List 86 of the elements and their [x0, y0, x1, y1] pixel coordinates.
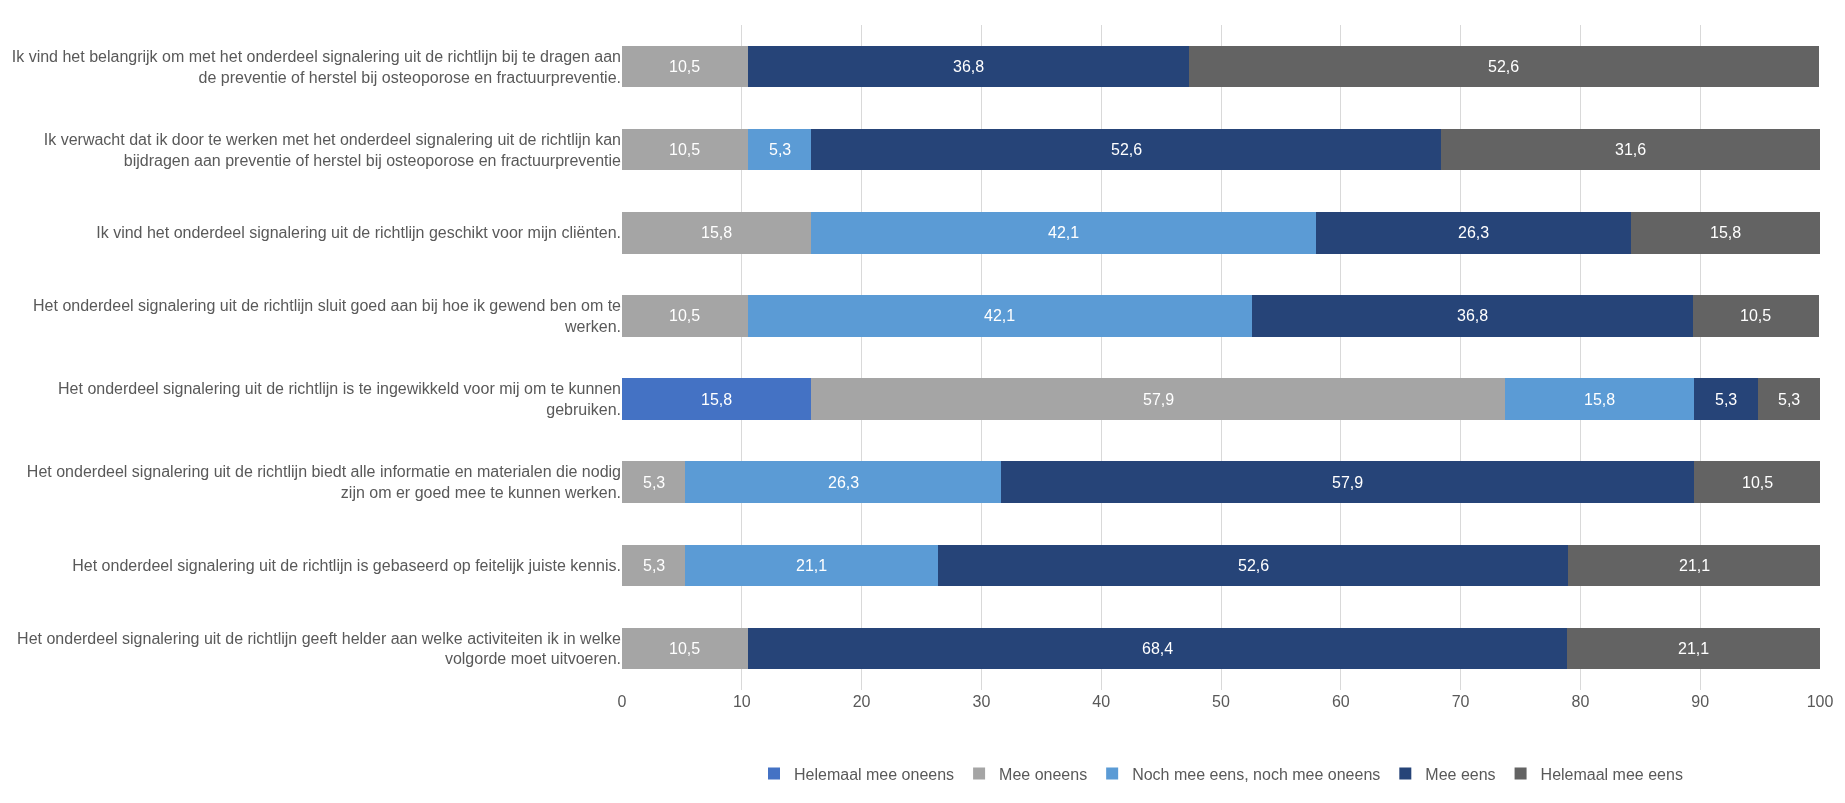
- bar: [1693, 295, 1819, 337]
- data-label: 5,3: [1778, 391, 1801, 408]
- x-tick-label: 30: [972, 693, 991, 710]
- bar: [938, 544, 1569, 587]
- data-label: 26,3: [1458, 224, 1490, 241]
- data-label: 52,6: [1488, 58, 1520, 75]
- data-label: 26,3: [828, 474, 860, 491]
- bar: [747, 45, 1189, 88]
- bar: [622, 627, 748, 670]
- bar: [1188, 45, 1819, 88]
- legend-label: Helemaal mee oneens: [794, 765, 955, 783]
- bar: [622, 544, 686, 587]
- x-tick-label: 40: [1092, 693, 1111, 710]
- data-label: 21,1: [796, 557, 828, 574]
- bar: [1630, 212, 1820, 254]
- y-tick-label: Ik verwacht dat ik door te werken met het onderdeel signalering uit de richtlijn kan bijdragen aan preventie of herstel bij osteoporose en fractuurpreventie: [43, 130, 622, 169]
- data-label: 57,9: [1143, 391, 1175, 408]
- bar: [685, 544, 939, 587]
- bar: [622, 212, 812, 254]
- y-tick-label: Het onderdeel signalering uit de richtlijn sluit goed aan bij hoe ik gewend ben om te werken.: [33, 297, 622, 335]
- bar: [622, 128, 748, 171]
- data-label: 10,5: [669, 58, 701, 75]
- data-label: 52,6: [1238, 557, 1270, 574]
- y-tick-label: Het onderdeel signalering uit de richtlijn is te ingewikkeld voor mij om te kunnen gebruiken.: [58, 380, 621, 419]
- legend-label: Noch mee eens, noch mee oneens: [1132, 765, 1381, 783]
- y-tick-label: Ik vind het onderdeel signalering uit de richtlijn geschikt voor mijn cliënten.: [96, 224, 621, 242]
- bar: [1567, 627, 1820, 670]
- bar: [1504, 378, 1695, 420]
- bar: [1694, 461, 1820, 503]
- x-tick-label: 0: [617, 693, 627, 710]
- x-tick-label: 50: [1212, 693, 1230, 710]
- legend-label: Mee oneens: [999, 765, 1088, 783]
- data-label: 10,5: [1740, 307, 1772, 324]
- data-label: 52,6: [1111, 141, 1143, 158]
- data-label: 42,1: [984, 307, 1016, 324]
- x-tick-label: 10: [732, 693, 751, 710]
- x-tick-label: 100: [1806, 693, 1834, 710]
- data-label: 31,6: [1615, 141, 1647, 158]
- bar: [1441, 128, 1820, 171]
- x-tick-label: 90: [1691, 693, 1710, 710]
- y-tick-label: Ik vind het belangrijk om met het onderdeel signalering uit de richtlijn bij te dragen aan de preventie of herstel bij osteoporose en fractuurpreventie.: [11, 47, 621, 86]
- data-label: 68,4: [1142, 640, 1174, 657]
- bar: [685, 461, 1001, 503]
- data-label: 42,1: [1048, 224, 1080, 241]
- data-label: 5,3: [769, 141, 792, 158]
- x-tick-label: 60: [1331, 693, 1350, 710]
- y-tick-label: Het onderdeel signalering uit de richtlijn geeft helder aan welke activiteiten ik in welke volgorde moet uitvoeren.: [17, 629, 622, 668]
- x-tick-label: 80: [1571, 693, 1590, 710]
- bar: [622, 45, 748, 88]
- bar: [1315, 212, 1631, 254]
- bar: [747, 295, 1253, 337]
- bar: [1252, 295, 1694, 337]
- bar: [1757, 378, 1820, 420]
- bar: [622, 295, 748, 337]
- x-tick-label: 70: [1451, 693, 1470, 710]
- legend-label: Helemaal mee eens: [1540, 765, 1683, 783]
- bar: [747, 627, 1568, 670]
- data-label: 36,8: [953, 58, 985, 75]
- data-label: 10,5: [669, 640, 701, 657]
- data-label: 21,1: [1678, 640, 1710, 657]
- data-label: 5,3: [1715, 391, 1738, 408]
- y-tick-label: Het onderdeel signalering uit de richtlijn is gebaseerd op feitelijk juiste kennis.: [72, 556, 621, 574]
- data-label: 21,1: [1679, 557, 1711, 574]
- bar: [1568, 544, 1820, 587]
- data-label: 5,3: [643, 557, 666, 574]
- legend-label: Mee eens: [1425, 765, 1496, 783]
- data-label: 15,8: [1710, 224, 1742, 241]
- bar: [1000, 461, 1695, 503]
- bar: [622, 461, 686, 503]
- data-label: 57,9: [1332, 474, 1364, 491]
- data-label: 36,8: [1457, 307, 1489, 324]
- bar: [747, 128, 812, 171]
- data-label: 10,5: [669, 141, 701, 158]
- y-tick-label: Het onderdeel signalering uit de richtlijn biedt alle informatie en materialen die nodig zijn om er goed mee te kunnen werken.: [26, 463, 621, 502]
- data-label: 10,5: [669, 307, 701, 324]
- bar: [811, 378, 1505, 420]
- bar: [811, 128, 1442, 171]
- data-label: 5,3: [643, 474, 666, 491]
- bar: [811, 212, 1316, 254]
- x-tick-label: 20: [852, 693, 871, 710]
- data-label: 10,5: [1742, 474, 1774, 491]
- data-label: 15,8: [1584, 391, 1616, 408]
- data-label: 15,8: [701, 391, 733, 408]
- bar: [1694, 378, 1758, 420]
- bar: [622, 378, 812, 420]
- data-label: 15,8: [701, 224, 733, 241]
